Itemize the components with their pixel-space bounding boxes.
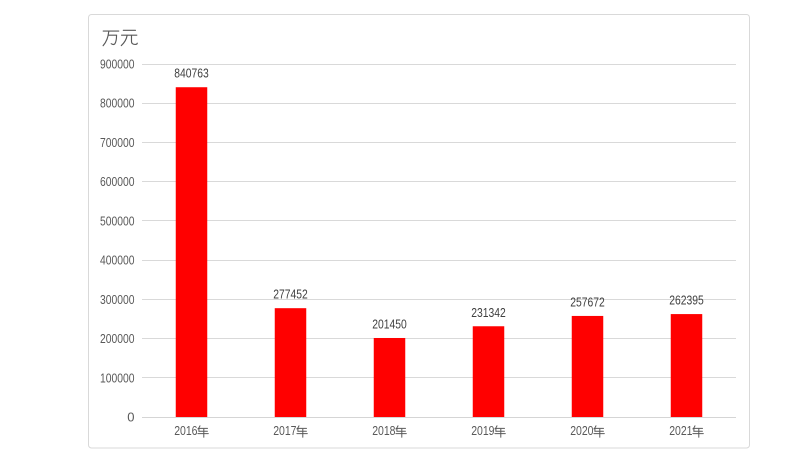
svg-text:900000: 900000 [100, 57, 135, 72]
svg-text:2020: 2020 [570, 423, 593, 438]
svg-text:600000: 600000 [100, 174, 135, 189]
svg-text:700000: 700000 [100, 135, 135, 150]
svg-text:262395: 262395 [669, 293, 704, 308]
svg-text:2021: 2021 [669, 423, 692, 438]
svg-text:200000: 200000 [100, 331, 135, 346]
svg-text:2018: 2018 [372, 423, 395, 438]
svg-text:800000: 800000 [100, 96, 135, 111]
svg-text:400000: 400000 [100, 253, 135, 268]
svg-text:100000: 100000 [100, 370, 135, 385]
svg-text:277452: 277452 [273, 287, 308, 302]
svg-text:500000: 500000 [100, 213, 135, 228]
svg-text:2017: 2017 [273, 423, 296, 438]
svg-text:840763: 840763 [174, 66, 209, 81]
svg-text:257672: 257672 [570, 294, 605, 309]
svg-text:2016: 2016 [174, 423, 197, 438]
svg-text:201450: 201450 [372, 316, 407, 331]
svg-text:2019: 2019 [471, 423, 494, 438]
svg-text:300000: 300000 [100, 292, 135, 307]
svg-text:231342: 231342 [471, 305, 506, 320]
svg-text:0: 0 [127, 410, 134, 425]
